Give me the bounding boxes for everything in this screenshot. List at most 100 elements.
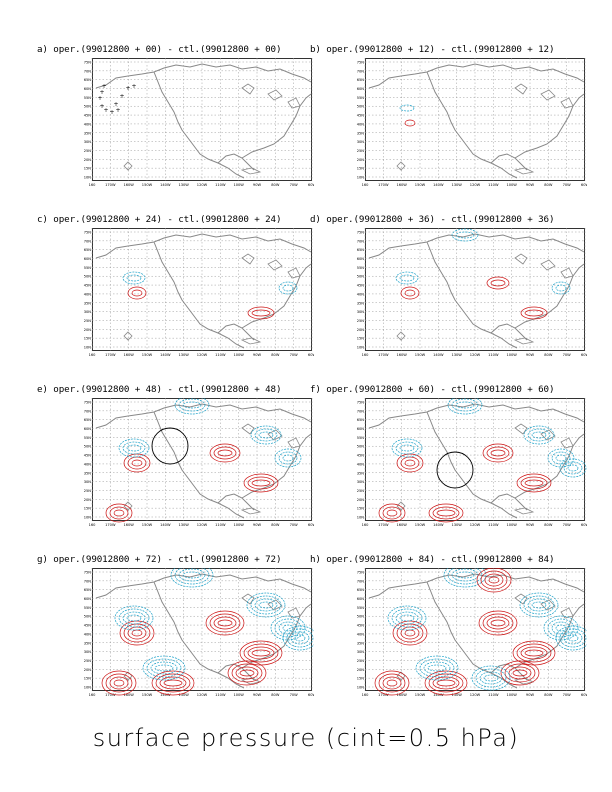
lat-tick-label: 45N — [84, 454, 92, 458]
lat-tick-label: 50N — [84, 275, 92, 279]
negative-contour — [278, 451, 298, 465]
panel-c: c) oper.(99012800 + 24) - ctl.(99012800 … — [37, 214, 314, 364]
negative-contour — [290, 631, 310, 645]
lat-tick-label: 55N — [84, 266, 92, 270]
lat-tick-label: 20N — [84, 498, 92, 502]
positive-contour — [101, 670, 137, 696]
lon-tick-label: 160W — [123, 353, 134, 357]
coastline — [540, 259, 556, 271]
lon-tick-label: 60W — [581, 523, 587, 527]
positive-contour — [424, 670, 468, 696]
positive-contour — [432, 676, 460, 690]
lon-tick-label: 150W — [142, 353, 153, 357]
negative-contour — [178, 568, 206, 582]
lat-tick-label: 60N — [357, 257, 365, 261]
coastline — [396, 331, 406, 341]
lon-tick-label: 140W — [160, 183, 171, 187]
positive-contour — [486, 276, 510, 290]
lat-tick-label: 15N — [357, 677, 365, 681]
lat-tick-label: 55N — [357, 436, 365, 440]
lon-tick-label: 70W — [563, 523, 572, 527]
lon-tick-label: 160 — [362, 183, 370, 187]
negative-contour — [551, 281, 571, 295]
positive-contour — [105, 503, 133, 523]
negative-contour — [527, 598, 551, 612]
lon-tick-label: 90W — [253, 183, 262, 187]
panel-b: b) oper.(99012800 + 12) - ctl.(99012800 … — [310, 44, 587, 194]
lat-tick-label: 15N — [84, 337, 92, 341]
coastline — [560, 97, 574, 109]
negative-contour — [274, 448, 302, 468]
negative-contour — [278, 621, 298, 635]
positive-contour — [524, 479, 544, 487]
map-svg: 75N 70N 65N 60N 55N 50N 45N 40N 35N 30N 25N 20N 15N 1… — [357, 228, 587, 357]
lon-tick-label: 100W — [506, 523, 517, 527]
positive-contour — [386, 679, 398, 687]
negative-contour — [150, 661, 178, 675]
map-svg: 75N 70N 65N 60N 55N 50N 45N 40N 35N 30N 25N 20N 15N 1… — [84, 228, 314, 357]
lon-tick-label: 110W — [488, 693, 499, 697]
lon-tick-label: 130W — [451, 523, 462, 527]
negative-contour — [563, 461, 583, 475]
lat-tick-label: 40N — [84, 122, 92, 126]
lon-tick-label: 120W — [470, 523, 481, 527]
lon-tick-label: 80W — [271, 353, 280, 357]
lat-tick-label: 50N — [357, 105, 365, 109]
lon-tick-label: 170W — [378, 183, 389, 187]
lat-tick-label: 60N — [357, 87, 365, 91]
negative-contour — [122, 271, 146, 285]
highlight-circle — [151, 427, 189, 465]
lat-tick-label: 10N — [357, 686, 365, 690]
negative-contour — [391, 608, 423, 628]
lat-tick-label: 10N — [84, 686, 92, 690]
panel-g: g) oper.(99012800 + 72) - ctl.(99012800 … — [37, 554, 314, 704]
positive-contour — [432, 506, 460, 520]
lon-tick-label: 140W — [160, 353, 171, 357]
lon-tick-label: 90W — [526, 183, 535, 187]
lon-tick-label: 110W — [488, 183, 499, 187]
map-svg: 75N 70N 65N 60N 55N 50N 45N 40N 35N 30N 25N 20N 15N 1… — [357, 58, 587, 187]
lon-tick-label: 150W — [415, 523, 426, 527]
map-plot: 75N 70N 65N 60N 55N 50N 45N 40N 35N 30N 25N 20N 15N 1… — [353, 398, 587, 527]
lat-tick-label: 40N — [84, 462, 92, 466]
positive-contour — [131, 629, 143, 637]
positive-contour — [243, 643, 279, 663]
negative-contour — [122, 441, 146, 455]
lat-tick-label: 40N — [84, 292, 92, 296]
positive-contour — [428, 503, 464, 523]
coastline — [560, 437, 574, 449]
lat-tick-label: 60N — [84, 257, 92, 261]
positive-contour — [436, 679, 456, 687]
positive-contour — [235, 666, 259, 680]
lat-tick-label: 35N — [357, 131, 365, 135]
lat-tick-label: 10N — [84, 176, 92, 180]
positive-contour — [436, 509, 456, 517]
lon-tick-label: 140W — [160, 693, 171, 697]
negative-contour — [475, 668, 507, 688]
lon-tick-label: 150W — [415, 353, 426, 357]
negative-contour — [146, 658, 182, 678]
coastline — [240, 337, 262, 345]
lat-tick-label: 55N — [84, 436, 92, 440]
negative-contour — [559, 458, 587, 478]
lat-tick-label: 65N — [357, 248, 365, 252]
positive-contour — [239, 669, 255, 677]
lat-tick-label: 15N — [357, 337, 365, 341]
lat-tick-label: 65N — [84, 78, 92, 82]
lon-tick-label: 100W — [233, 523, 244, 527]
lon-tick-label: 130W — [451, 693, 462, 697]
lat-tick-label: 10N — [357, 516, 365, 520]
lon-tick-label: 160 — [89, 693, 97, 697]
lat-tick-label: 40N — [357, 632, 365, 636]
lon-tick-label: 80W — [271, 693, 280, 697]
coastline — [514, 83, 528, 95]
lat-tick-label: 60N — [84, 87, 92, 91]
negative-contour — [142, 655, 186, 681]
lat-tick-label: 70N — [84, 239, 92, 243]
lat-tick-label: 45N — [84, 114, 92, 118]
negative-contour — [174, 568, 210, 585]
positive-contour — [392, 620, 428, 646]
lat-tick-label: 55N — [357, 96, 365, 100]
lat-tick-label: 75N — [84, 61, 92, 65]
lon-tick-label: 120W — [470, 183, 481, 187]
